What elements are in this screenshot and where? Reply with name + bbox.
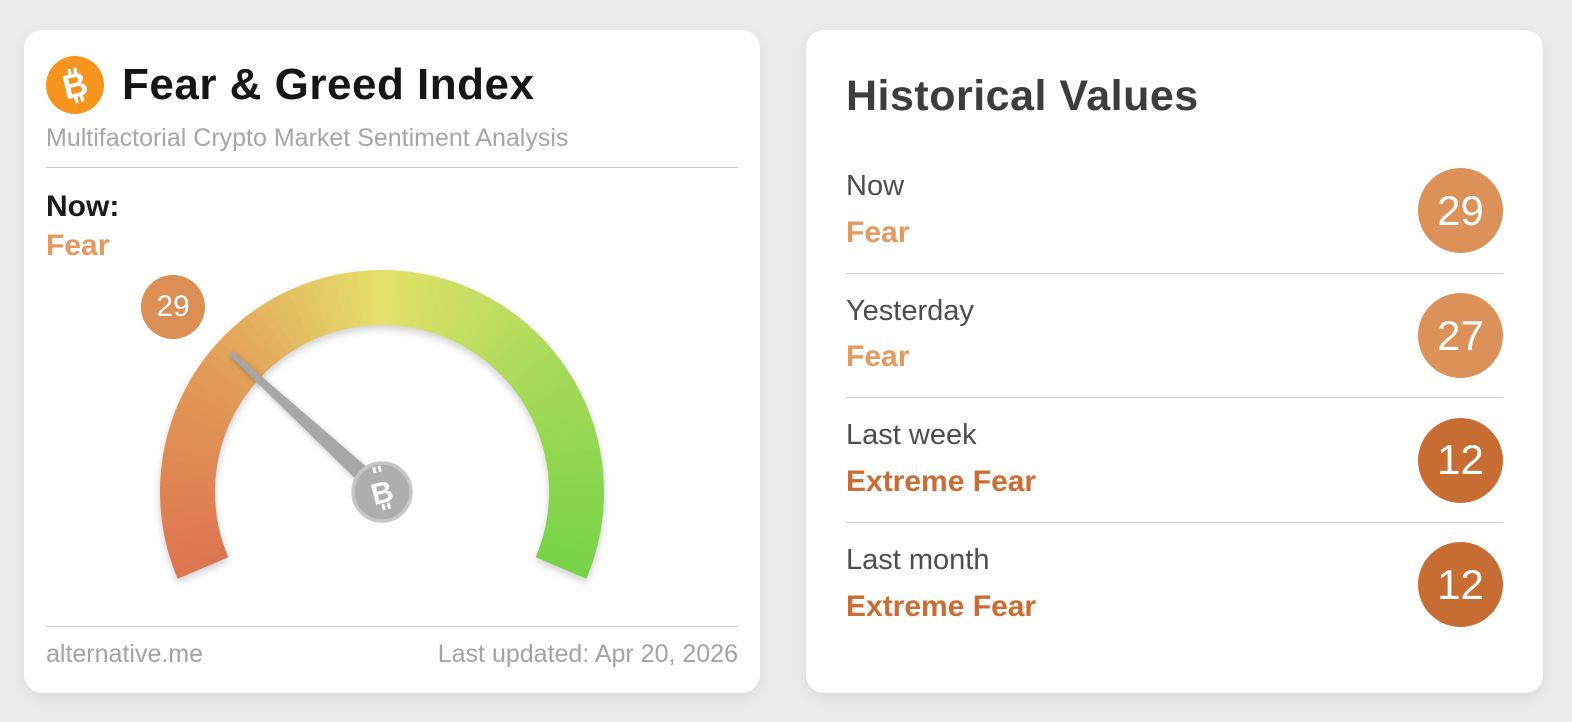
- gauge-value-badge: 29: [141, 275, 205, 339]
- gauge-arc: [160, 269, 605, 579]
- row-divider: [846, 397, 1503, 399]
- card-header: B Fear & Greed Index: [46, 56, 738, 114]
- now-label: Now:: [46, 190, 120, 223]
- sentiment-label: Extreme Fear: [846, 589, 1037, 623]
- historical-title: Historical Values: [846, 72, 1199, 120]
- svg-text:B: B: [368, 475, 397, 512]
- historical-row: Now Fear 29: [846, 149, 1503, 273]
- historical-row: Yesterday Fear 27: [846, 274, 1503, 398]
- sentiment-label: Fear: [846, 215, 910, 249]
- value-badge: 29: [1418, 168, 1503, 254]
- current-sentiment-block: Now: Fear: [46, 188, 738, 265]
- card-title: Fear & Greed Index: [122, 60, 535, 109]
- historical-values-card: Historical Values Now Fear 29 Yesterday Fear…: [806, 30, 1543, 693]
- bitcoin-icon: B: [46, 56, 104, 114]
- gauge-needle: [228, 350, 389, 499]
- sentiment-label: Extreme Fear: [846, 465, 1037, 499]
- historical-row: Last month Extreme Fear 12: [846, 523, 1503, 647]
- historical-row: Last week Extreme Fear 12: [846, 398, 1503, 522]
- gauge-hub-bitcoin-icon: B: [351, 461, 413, 523]
- source-link[interactable]: alternative.me: [46, 640, 204, 668]
- row-divider: [846, 272, 1503, 274]
- header-divider: [46, 167, 738, 168]
- period-label: Now: [846, 170, 905, 202]
- last-updated-label: Last updated: Apr 20, 2026: [437, 640, 738, 668]
- card-footer: alternative.me Last updated: Apr 20, 202…: [46, 626, 738, 669]
- period-label: Last month: [846, 544, 990, 577]
- footer-divider: [46, 626, 738, 627]
- now-sentiment-label: Fear: [46, 228, 110, 262]
- fear-greed-card: B B Fear & Greed Index Multifactorial Cr…: [24, 30, 760, 693]
- card-subtitle: Multifactorial Crypto Market Sentiment A…: [46, 124, 569, 152]
- sentiment-label: Fear: [846, 340, 910, 374]
- value-badge: 12: [1418, 417, 1503, 503]
- period-label: Yesterday: [846, 294, 974, 327]
- period-label: Last week: [846, 419, 977, 452]
- historical-rows: Now Fear 29 Yesterday Fear 27 Last week Extreme…: [846, 149, 1503, 647]
- value-badge: 12: [1418, 542, 1503, 628]
- row-divider: [846, 522, 1503, 524]
- value-badge: 27: [1418, 293, 1503, 379]
